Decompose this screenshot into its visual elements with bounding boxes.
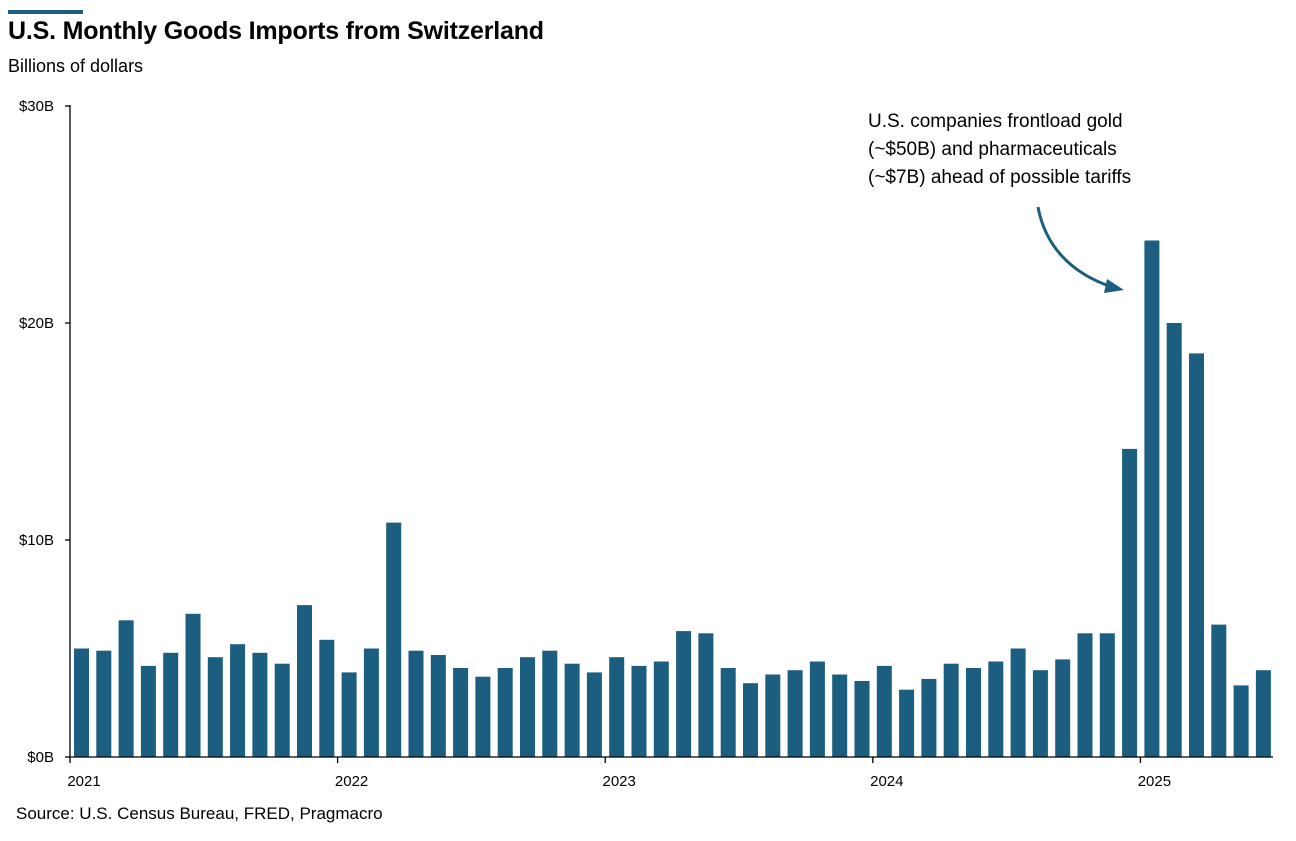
- bar-2021-03: [118, 620, 134, 757]
- bar-2021-02: [96, 650, 112, 757]
- bar-2024-12: [1122, 448, 1138, 757]
- y-tick-label: $30B: [19, 98, 54, 115]
- bar-2023-01: [609, 657, 625, 757]
- bar-2023-02: [631, 665, 647, 757]
- bar-2022-11: [564, 663, 580, 757]
- bar-2021-07: [207, 657, 223, 757]
- chart-subtitle: Billions of dollars: [8, 56, 144, 76]
- x-tick-label: 2025: [1138, 773, 1171, 790]
- bar-2021-05: [163, 652, 179, 757]
- annotation-line: U.S. companies frontload gold: [868, 111, 1123, 132]
- bar-2021-12: [319, 639, 335, 757]
- annotation-arrow: [1036, 206, 1113, 289]
- bar-2023-08: [765, 674, 781, 757]
- chart-title: U.S. Monthly Goods Imports from Switzerl…: [8, 17, 544, 45]
- bar-2024-05: [966, 668, 981, 757]
- bar-2021-11: [297, 605, 312, 757]
- bar-2025-06: [1255, 670, 1271, 757]
- bar-2022-03: [386, 522, 402, 757]
- title-accent-bar: [8, 10, 83, 14]
- annotation-arrowhead: [1104, 279, 1124, 293]
- bar-2024-09: [1055, 659, 1071, 757]
- annotation-text: U.S. companies frontload gold (~$50B) an…: [868, 108, 1131, 192]
- axes-group: $0B $10B $20B $30B 2021 2022 2023 2024 2025: [19, 98, 1273, 790]
- bar-2021-10: [274, 663, 290, 757]
- bar-2024-07: [1010, 648, 1026, 757]
- y-tick-label: $20B: [19, 315, 54, 332]
- bar-2021-08: [230, 644, 246, 757]
- y-tick-label: $0B: [27, 749, 54, 766]
- y-tick-label: $10B: [19, 532, 54, 549]
- bar-2024-02: [899, 689, 915, 757]
- bar-2025-05: [1233, 685, 1249, 757]
- annotation-line: (~$7B) ahead of possible tariffs: [868, 167, 1132, 188]
- bar-2022-05: [430, 655, 446, 757]
- bar-2022-06: [453, 668, 469, 757]
- x-tick-label: 2021: [67, 773, 100, 790]
- source-note: Source: U.S. Census Bureau, FRED, Pragma…: [16, 804, 383, 823]
- bar-2025-04: [1211, 624, 1227, 757]
- bar-2023-12: [854, 681, 870, 757]
- bar-2023-06: [720, 668, 736, 757]
- bar-2023-07: [743, 683, 758, 757]
- bar-2025-01: [1144, 240, 1160, 757]
- bar-2023-10: [809, 661, 825, 757]
- bar-2021-09: [252, 652, 268, 757]
- bar-2025-02: [1166, 323, 1182, 757]
- bar-2023-03: [653, 661, 669, 757]
- bar-2022-01: [341, 672, 357, 757]
- bar-2024-04: [943, 663, 959, 757]
- bar-2024-11: [1099, 633, 1115, 757]
- bars-group: [74, 240, 1271, 757]
- annotation-line: (~$50B) and pharmaceuticals: [868, 139, 1117, 160]
- bar-2021-04: [140, 665, 156, 757]
- bar-2024-01: [876, 665, 892, 757]
- bar-2023-04: [676, 631, 692, 757]
- bar-2024-08: [1032, 670, 1048, 757]
- bar-2021-01: [74, 648, 89, 757]
- bar-2022-04: [408, 650, 424, 757]
- x-tick-label: 2024: [870, 773, 903, 790]
- x-tick-label: 2022: [335, 773, 368, 790]
- bar-2024-10: [1077, 633, 1093, 757]
- bar-2023-11: [832, 674, 848, 757]
- bar-2023-05: [698, 633, 714, 757]
- bar-2022-08: [497, 668, 513, 757]
- bar-2023-09: [787, 670, 803, 757]
- bar-2021-06: [185, 613, 201, 757]
- bar-2024-06: [988, 661, 1004, 757]
- bar-2022-12: [586, 672, 602, 757]
- x-tick-label: 2023: [603, 773, 636, 790]
- bar-2024-03: [921, 678, 937, 757]
- bar-2022-10: [542, 650, 558, 757]
- bar-2025-03: [1189, 353, 1204, 757]
- bar-2022-02: [363, 648, 379, 757]
- bar-2022-09: [520, 657, 535, 757]
- bar-2022-07: [475, 676, 491, 757]
